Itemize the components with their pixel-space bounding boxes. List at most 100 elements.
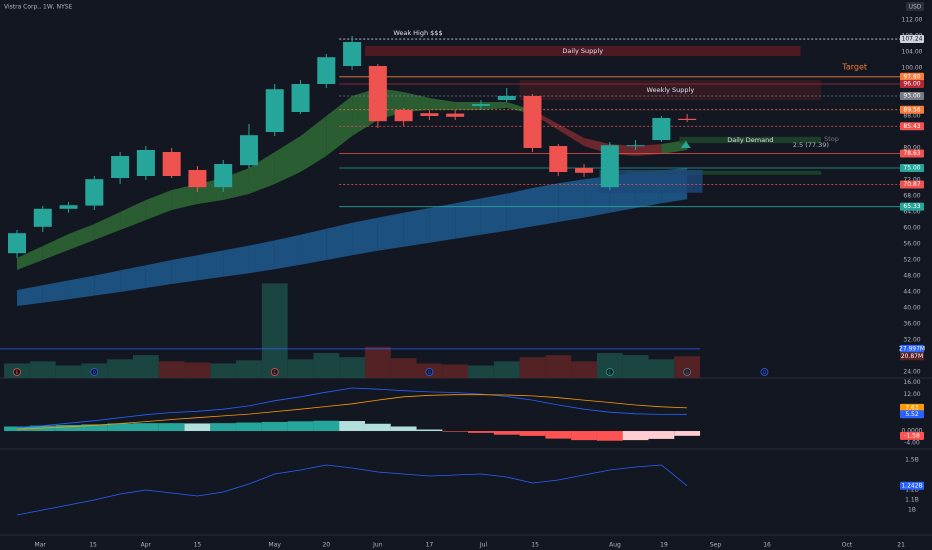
volume-bar: [339, 357, 365, 378]
macd-tick-label: 0.0000: [902, 428, 923, 435]
macd-histogram: [339, 421, 365, 432]
ma-band: [171, 184, 198, 210]
ma-band: [661, 140, 688, 154]
macd-tick-label: 16.00: [903, 379, 920, 386]
ma-band: [300, 116, 327, 172]
macd-histogram: [132, 423, 159, 432]
candle-body: [136, 150, 155, 176]
annotation: Stop: [824, 135, 839, 143]
volume-bar: [236, 360, 262, 378]
price-badge-label: 85.43: [903, 123, 920, 130]
x-tick-label: 17: [426, 542, 434, 549]
candle-body: [471, 104, 490, 106]
y-tick-label: 32.00: [903, 337, 920, 344]
price-badge: [900, 410, 924, 419]
price-badge: [900, 352, 924, 361]
candle-body: [265, 89, 284, 132]
candle-body: [394, 110, 413, 122]
volume-bar: [55, 365, 82, 378]
macd-line: [16, 387, 688, 428]
macd-histogram: [390, 426, 417, 432]
event-label: E: [608, 370, 611, 376]
macd-histogram: [468, 431, 494, 433]
candle-body: [111, 156, 130, 178]
obv-tick-label: 1.5B: [905, 457, 919, 464]
macd-histogram: [4, 426, 30, 432]
x-tick-label: 16: [763, 542, 771, 549]
zone: [679, 136, 822, 144]
y-tick-label: 44.00: [903, 289, 920, 296]
candle-body: [317, 57, 336, 84]
y-tick-label: 68.00: [903, 193, 920, 200]
volume-bar: [210, 363, 237, 378]
macd-histogram: [442, 431, 469, 432]
price-badge-label: 96.00: [903, 81, 920, 88]
y-tick-label: 40.00: [903, 305, 920, 312]
volume-bar: [622, 355, 649, 378]
volume-bar: [261, 283, 288, 378]
y-tick-label: 80.00: [903, 145, 920, 152]
price-badge: [900, 92, 924, 100]
ma-band: [42, 234, 69, 260]
x-tick-label: Apr: [141, 542, 152, 549]
price-badge-label: 65.33: [903, 203, 920, 210]
annotation: Weak High $$$: [393, 29, 442, 37]
zone: [599, 170, 703, 193]
candle-body: [291, 84, 310, 112]
signal-line: [16, 394, 688, 430]
candle-body: [85, 179, 104, 206]
ma-band: [68, 275, 95, 300]
price-badge: [900, 105, 924, 114]
candle-body: [343, 42, 362, 66]
event-label: D: [685, 370, 689, 376]
obv-line: [16, 464, 688, 516]
volume-bar: [158, 361, 185, 378]
y-tick-label: 72.00: [903, 177, 920, 184]
y-tick-label: 48.00: [903, 273, 920, 280]
obv-tick-label: 1.1B: [905, 497, 919, 504]
y-tick-label: 60.00: [903, 225, 920, 232]
ma-band: [248, 152, 275, 194]
event-label: D: [763, 370, 767, 376]
obv-tick-label: 1B: [908, 507, 916, 514]
price-badge-label: 5.52: [905, 411, 919, 418]
price-badge: [900, 344, 924, 353]
event-label: D: [93, 370, 97, 376]
price-badge-label: 97.80: [903, 73, 920, 80]
x-tick-label: 19: [660, 542, 668, 549]
event-label: D: [428, 370, 432, 376]
candle-body: [188, 170, 207, 188]
x-tick-label: Oct: [842, 542, 853, 549]
candle-body: [497, 96, 516, 100]
candle-body: [368, 66, 387, 122]
candle-body: [652, 118, 671, 140]
ma-band: [403, 208, 430, 247]
macd-histogram: [236, 422, 262, 432]
event-icon: [270, 368, 279, 376]
ma-band: [558, 179, 585, 222]
x-tick-label: 21: [897, 542, 905, 549]
ma-band: [352, 217, 378, 256]
zone: [519, 80, 822, 100]
ma-band: [68, 224, 95, 250]
ma-band: [248, 240, 275, 274]
x-tick-label: Jul: [479, 542, 488, 549]
macd-histogram: [571, 431, 597, 441]
volume-bar: [571, 361, 597, 378]
macd-tick-label: -4.00: [904, 440, 920, 447]
zone: [364, 46, 801, 56]
y-tick-label: 100.00: [902, 65, 923, 72]
ma-band: [171, 255, 198, 284]
ma-band: [558, 124, 585, 146]
price-badge-label: 1.242B: [901, 482, 922, 489]
obv-tick-label: 1.2B: [905, 487, 919, 494]
x-tick-label: Aug: [609, 542, 621, 549]
ma-band: [223, 245, 249, 277]
price-badge: [900, 35, 924, 44]
volume-bar: [493, 361, 520, 378]
ma-band: [94, 270, 121, 296]
y-tick-label: 52.00: [903, 257, 920, 264]
candle-body: [214, 164, 233, 188]
y-tick-label: 112.00: [902, 17, 923, 24]
x-tick-label: 15: [89, 542, 97, 549]
